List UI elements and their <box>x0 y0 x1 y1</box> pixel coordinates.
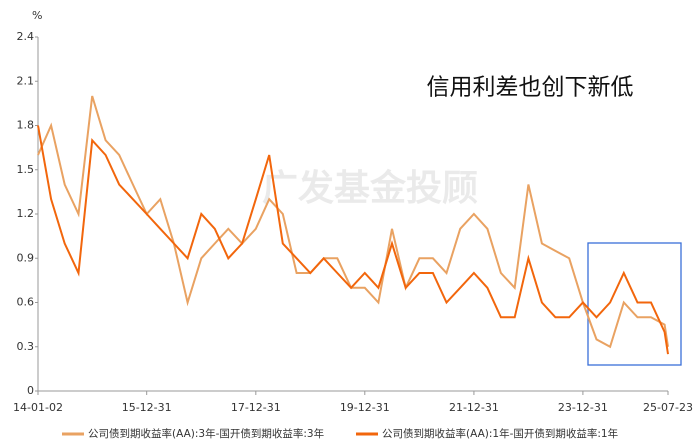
y-tick-label: 0.9 <box>17 251 35 264</box>
legend-label: 公司债到期收益率(AA):1年-国开债到期收益率:1年 <box>382 427 618 440</box>
y-tick-label: 2.4 <box>17 30 35 43</box>
y-tick-label: 0.6 <box>17 296 35 309</box>
unit-label: % <box>32 9 42 22</box>
y-tick-label: 0.3 <box>17 340 35 353</box>
y-tick-label: 1.2 <box>17 207 35 220</box>
x-tick-label: 23-12-31 <box>558 401 608 414</box>
y-tick-label: 0 <box>27 384 34 397</box>
watermark: 广发基金投顾 <box>262 167 478 209</box>
x-tick-label: 15-12-31 <box>122 401 172 414</box>
x-tick-label: 17-12-31 <box>231 401 281 414</box>
legend-label: 公司债到期收益率(AA):3年-国开债到期收益率:3年 <box>88 427 324 440</box>
x-tick-label: 19-12-31 <box>340 401 390 414</box>
series-line <box>37 95 669 349</box>
y-tick-label: 1.5 <box>17 163 35 176</box>
y-tick-label: 2.1 <box>17 74 35 87</box>
x-tick-label: 14-01-02 <box>13 401 63 414</box>
annotation: 信用利差也创下新低 <box>427 75 634 101</box>
x-tick-label: 21-12-31 <box>449 401 499 414</box>
series-line <box>37 125 669 355</box>
x-tick-label: 25-07-23 <box>643 401 693 414</box>
y-tick-label: 1.8 <box>17 119 35 132</box>
highlight-box <box>587 242 682 366</box>
